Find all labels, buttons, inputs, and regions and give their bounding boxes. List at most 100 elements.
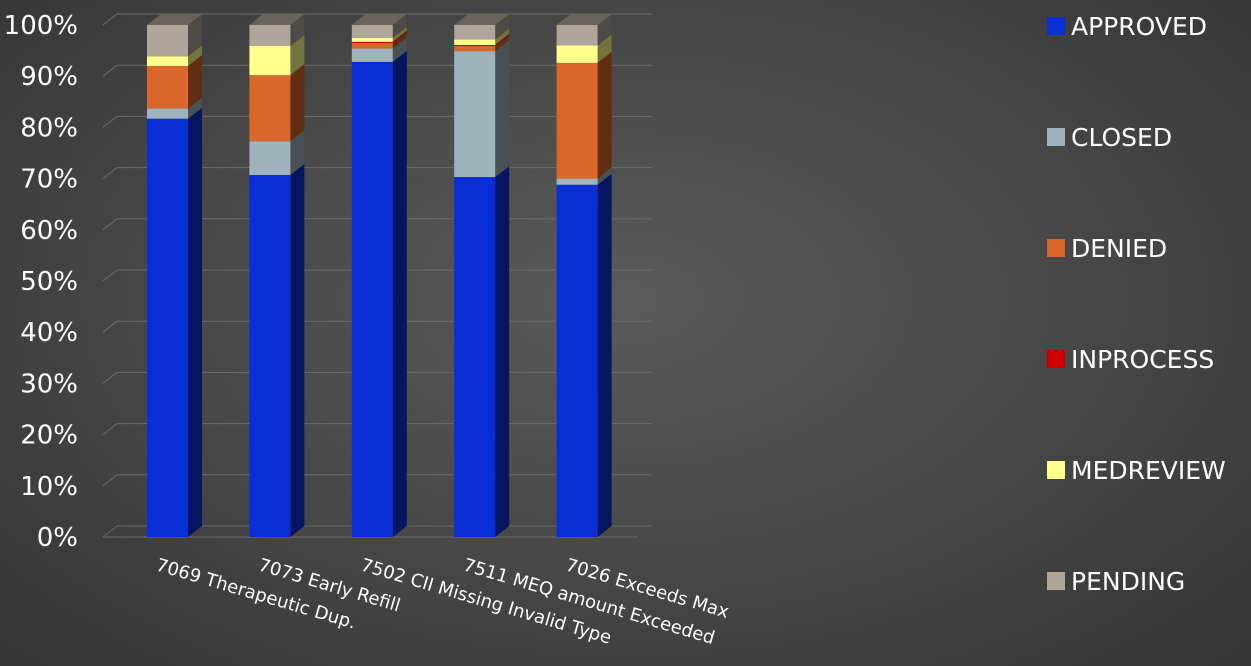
y-tick-label: 90% bbox=[20, 62, 78, 92]
y-tick-label: 10% bbox=[20, 472, 78, 502]
legend-label: PENDING bbox=[1071, 567, 1185, 596]
bar-top-face bbox=[249, 14, 305, 25]
x-axis-labels: 7069 Therapeutic Dup.7073 Early Refill75… bbox=[154, 555, 732, 649]
bar-segment-side bbox=[495, 34, 510, 52]
bar-segment bbox=[351, 61, 393, 537]
bar-segment bbox=[351, 48, 393, 62]
legend-label: MEDREVIEW bbox=[1071, 456, 1226, 485]
bar-segment bbox=[454, 177, 496, 537]
bar-segment-side bbox=[495, 33, 510, 46]
bar-top-face bbox=[147, 14, 202, 25]
gridline-diagonal bbox=[102, 64, 118, 77]
gridline-diagonal bbox=[102, 116, 118, 128]
bar-segment-side bbox=[495, 166, 510, 537]
bar-segment bbox=[249, 141, 291, 176]
legend-item: CLOSED bbox=[1047, 123, 1172, 152]
bar-top-face bbox=[351, 14, 407, 25]
bar-segment bbox=[249, 175, 291, 538]
legend-swatch bbox=[1047, 17, 1065, 35]
bar-segment bbox=[556, 25, 598, 46]
bar-segment-side bbox=[290, 130, 305, 176]
bar-segment-side bbox=[392, 31, 407, 49]
bar-segment-side bbox=[188, 107, 202, 538]
bar-segment-side bbox=[290, 14, 305, 46]
bar-segment-side bbox=[392, 30, 407, 43]
bar-segment bbox=[454, 39, 496, 45]
bar-segment bbox=[147, 56, 188, 66]
y-axis-ticks: 0% 10% 20% 30% 40% 50% 60% 70% 80% 90% 100% bbox=[4, 11, 78, 553]
bar-segment-side bbox=[495, 14, 510, 40]
bar-segment-side bbox=[392, 26, 407, 42]
legend-label: INPROCESS bbox=[1071, 345, 1214, 374]
legend-label: CLOSED bbox=[1071, 123, 1172, 152]
bar-segment bbox=[556, 184, 598, 537]
bar-segment-side bbox=[392, 50, 407, 537]
bar-segment-side bbox=[290, 164, 305, 538]
bar-segment-side bbox=[188, 45, 202, 66]
y-tick-label: 60% bbox=[20, 216, 78, 246]
legend-swatch bbox=[1047, 128, 1065, 146]
bar-segment-side bbox=[495, 28, 510, 45]
legend-item: INPROCESS bbox=[1047, 345, 1214, 374]
bar-segment bbox=[454, 51, 496, 178]
bar-segment bbox=[147, 118, 188, 538]
bar-stack bbox=[351, 14, 407, 537]
bar-stack bbox=[147, 14, 202, 538]
legend-label: DENIED bbox=[1071, 234, 1167, 263]
gridline-diagonal bbox=[102, 269, 118, 282]
bar-segment bbox=[249, 45, 291, 76]
bar-segment bbox=[454, 44, 496, 46]
bar-segment bbox=[147, 108, 188, 119]
gridline-diagonal bbox=[102, 474, 118, 487]
gridline-diagonal bbox=[102, 167, 118, 179]
bar-top-face bbox=[454, 14, 510, 25]
gridline-diagonal bbox=[102, 525, 118, 538]
y-tick-label: 20% bbox=[20, 421, 78, 451]
bar-stack bbox=[454, 14, 510, 537]
bar-segment bbox=[147, 25, 188, 57]
bar-segment bbox=[556, 178, 598, 185]
bar-segment bbox=[147, 65, 188, 109]
bar-segment bbox=[556, 45, 598, 63]
y-tick-label: 0% bbox=[37, 523, 78, 553]
gridline-diagonal bbox=[102, 423, 118, 435]
bar-segment bbox=[454, 25, 496, 40]
bar-stack bbox=[249, 14, 305, 538]
legend-item: DENIED bbox=[1047, 234, 1167, 263]
y-tick-label: 70% bbox=[20, 165, 78, 195]
gridline-diagonal bbox=[102, 372, 118, 384]
legend-swatch bbox=[1047, 572, 1065, 590]
bar-segment bbox=[351, 25, 393, 38]
bar-segment bbox=[351, 42, 393, 49]
bar-segment-side bbox=[597, 34, 612, 63]
bar-segment-side bbox=[597, 14, 612, 46]
gridline-diagonal bbox=[102, 13, 118, 26]
bar-segment bbox=[249, 75, 291, 142]
bar-segment-side bbox=[392, 14, 407, 38]
gridline-diagonal bbox=[102, 218, 118, 231]
legend: APPROVED CLOSED DENIED INPROCESS MEDREVIEW PE… bbox=[1047, 12, 1226, 596]
y-tick-label: 80% bbox=[20, 113, 78, 143]
y-tick-label: 40% bbox=[20, 318, 78, 348]
bar-segment-side bbox=[597, 51, 612, 179]
bar-segment bbox=[556, 62, 598, 179]
bar-top-face bbox=[556, 14, 612, 25]
bar-segment bbox=[351, 37, 393, 42]
y-tick-label: 30% bbox=[20, 369, 78, 399]
legend-item: APPROVED bbox=[1047, 12, 1207, 41]
bar-segment-side bbox=[290, 34, 305, 76]
legend-label: APPROVED bbox=[1071, 12, 1207, 41]
bar-segment-side bbox=[392, 37, 407, 62]
bar-segment-side bbox=[188, 97, 202, 119]
bar-segment bbox=[249, 25, 291, 46]
y-tick-label: 100% bbox=[4, 11, 78, 41]
bar-stack bbox=[556, 14, 612, 537]
legend-swatch bbox=[1047, 239, 1065, 257]
bar-segment bbox=[351, 41, 393, 43]
y-tick-label: 50% bbox=[20, 267, 78, 297]
bar-segment-side bbox=[188, 14, 202, 57]
legend-swatch bbox=[1047, 461, 1065, 479]
bar-segment-side bbox=[597, 173, 612, 537]
bar-segment-side bbox=[188, 54, 202, 109]
